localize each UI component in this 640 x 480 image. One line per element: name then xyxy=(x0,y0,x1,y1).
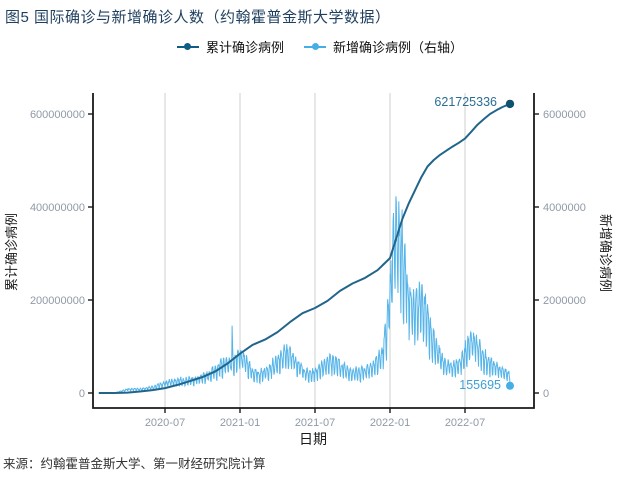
source-note: 来源：约翰霍普金斯大学、第一财经研究院计算 xyxy=(3,457,266,471)
x-tick-label: 2020-07 xyxy=(145,417,185,429)
gridlines xyxy=(164,93,466,408)
x-tick-label: 2021-01 xyxy=(220,417,260,429)
cumulative-line xyxy=(98,102,511,394)
x-tick-label: 2022-01 xyxy=(370,417,410,429)
axis-frame xyxy=(92,93,535,409)
y-right-tick-label: 2000000 xyxy=(543,295,586,307)
y-axis-title-left: 累计确诊病例 xyxy=(4,213,19,291)
new-cases-end-dot xyxy=(506,381,514,390)
chart-title: 图5 国际确诊与新增确诊人数（约翰霍普金斯大学数据） xyxy=(5,9,391,26)
y-left-tick-label: 600000000 xyxy=(30,109,85,121)
axis-tick-labels: 2020-07 2021-01 2021-07 2022-01 2022-07 0 2000… xyxy=(30,109,586,429)
annotation-cumulative-end-value: 621725336 xyxy=(434,95,497,109)
series-new-cases xyxy=(98,196,511,394)
axis-ticks xyxy=(88,113,539,413)
legend-label-new: 新增确诊病例（右轴） xyxy=(333,40,464,55)
y-axis-title-right: 新增确诊病例 xyxy=(598,214,613,292)
annotation-new-end-value: 155695 xyxy=(459,378,501,392)
x-tick-label: 2021-07 xyxy=(295,417,335,429)
x-axis-title: 日期 xyxy=(299,431,327,447)
y-right-tick-label: 4000000 xyxy=(543,202,586,214)
legend-item-cumulative: 累计确诊病例 xyxy=(176,37,284,56)
x-tick-label: 2022-07 xyxy=(445,417,485,429)
series-end-dots xyxy=(505,99,515,390)
y-right-tick-label: 6000000 xyxy=(543,109,586,121)
y-left-tick-label: 0 xyxy=(79,388,85,400)
legend-line-dot-marker-new xyxy=(304,40,326,53)
series-cumulative-cases xyxy=(98,102,511,394)
y-left-tick-label: 400000000 xyxy=(30,202,85,214)
chart-legend: 累计确诊病例 新增确诊病例（右轴） xyxy=(0,37,640,56)
y-right-tick-label: 0 xyxy=(543,388,549,400)
cumulative-end-dot xyxy=(505,99,515,109)
new-cases-line xyxy=(98,196,511,394)
y-left-tick-label: 200000000 xyxy=(30,295,85,307)
legend-item-new: 新增确诊病例（右轴） xyxy=(304,37,463,56)
legend-label-cumulative: 累计确诊病例 xyxy=(205,40,284,55)
legend-line-dot-marker-cumulative xyxy=(176,40,199,53)
